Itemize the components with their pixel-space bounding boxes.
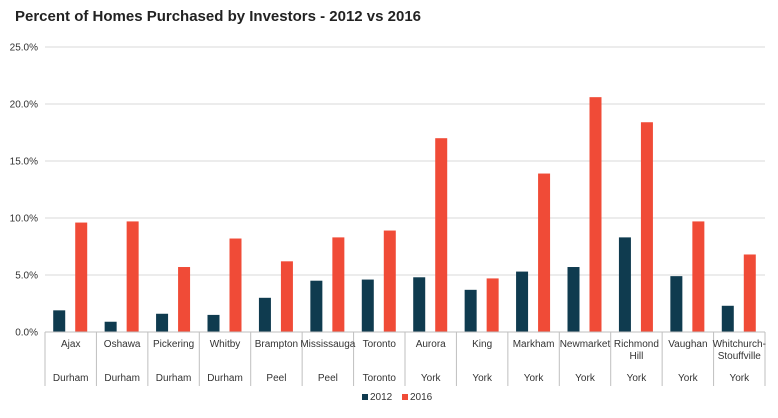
category-label: Pickering: [153, 339, 194, 350]
bar-2016: [538, 173, 551, 332]
category-label: Hill: [629, 351, 643, 362]
y-tick-label: 25.0%: [10, 43, 38, 54]
bar-2012: [104, 321, 117, 332]
bar-2012: [670, 276, 683, 332]
bar-2016: [229, 238, 242, 332]
group-label: Durham: [156, 373, 192, 384]
category-label: Vaughan: [668, 339, 707, 350]
bar-2012: [258, 297, 271, 332]
group-label: Peel: [266, 373, 286, 384]
legend-swatch-2016: [402, 394, 408, 400]
bar-2016: [640, 122, 653, 333]
group-label: York: [472, 373, 493, 384]
y-tick-label: 10.0%: [10, 214, 38, 225]
group-label: Durham: [53, 373, 89, 384]
bar-2016: [126, 221, 139, 332]
group-label: Durham: [207, 373, 243, 384]
category-label: Richmond: [614, 339, 659, 350]
category-label: Whitby: [210, 339, 241, 350]
group-label: York: [575, 373, 596, 384]
category-label: Newmarket: [560, 339, 611, 350]
bars: [53, 97, 756, 333]
bar-2012: [361, 279, 374, 332]
bar-2016: [332, 237, 345, 332]
bar-2016: [178, 267, 191, 332]
x-axis: [44, 331, 766, 386]
category-label: King: [472, 339, 492, 350]
y-tick-label: 0.0%: [15, 328, 38, 339]
category-label: Oshawa: [104, 339, 141, 350]
group-label: York: [678, 373, 699, 384]
group-label: York: [627, 373, 648, 384]
y-tick-label: 15.0%: [10, 157, 38, 168]
bar-2012: [721, 305, 734, 332]
bar-2012: [310, 280, 323, 332]
bar-2012: [53, 310, 66, 332]
legend-label-2012: 2012: [370, 392, 393, 403]
bar-2012: [516, 271, 529, 332]
category-label: Stouffville: [718, 351, 762, 362]
category-label: Whitchurch-: [713, 339, 766, 350]
chart-title: Percent of Homes Purchased by Investors …: [15, 8, 422, 25]
bar-2012: [464, 289, 477, 332]
category-label: Mississauga: [300, 339, 355, 350]
bar-2016: [383, 230, 396, 332]
category-labels: Ajax Durham Oshawa Durham Pickering Durham Whi…: [53, 339, 766, 384]
bar-2012: [618, 237, 631, 332]
y-tick-label: 5.0%: [15, 271, 38, 282]
bar-2012: [567, 267, 580, 332]
bar-2016: [743, 254, 756, 332]
group-label: Peel: [318, 373, 338, 384]
category-label: Toronto: [363, 339, 397, 350]
category-label: Aurora: [416, 339, 446, 350]
bar-2016: [435, 138, 448, 332]
bar-2012: [156, 313, 169, 332]
group-label: Toronto: [363, 373, 397, 384]
category-label: Markham: [513, 339, 555, 350]
bar-2012: [413, 277, 426, 332]
category-label: Ajax: [61, 339, 80, 350]
category-label: Brampton: [255, 339, 298, 350]
legend-swatch-2012: [362, 394, 368, 400]
group-label: York: [524, 373, 545, 384]
bar-2016: [280, 261, 293, 332]
bar-2016: [486, 278, 499, 332]
group-label: Durham: [104, 373, 140, 384]
y-tick-label: 20.0%: [10, 100, 38, 111]
legend: 2012 2016: [362, 392, 433, 403]
group-label: York: [729, 373, 750, 384]
y-axis-ticks: 0.0% 5.0% 10.0% 15.0% 20.0% 25.0%: [10, 43, 38, 339]
gridlines: [45, 46, 765, 276]
bar-2012: [207, 314, 220, 332]
bar-2016: [589, 97, 602, 332]
legend-label-2016: 2016: [410, 392, 433, 403]
bar-2016: [75, 222, 88, 332]
bar-2016: [692, 221, 705, 332]
group-label: York: [421, 373, 442, 384]
